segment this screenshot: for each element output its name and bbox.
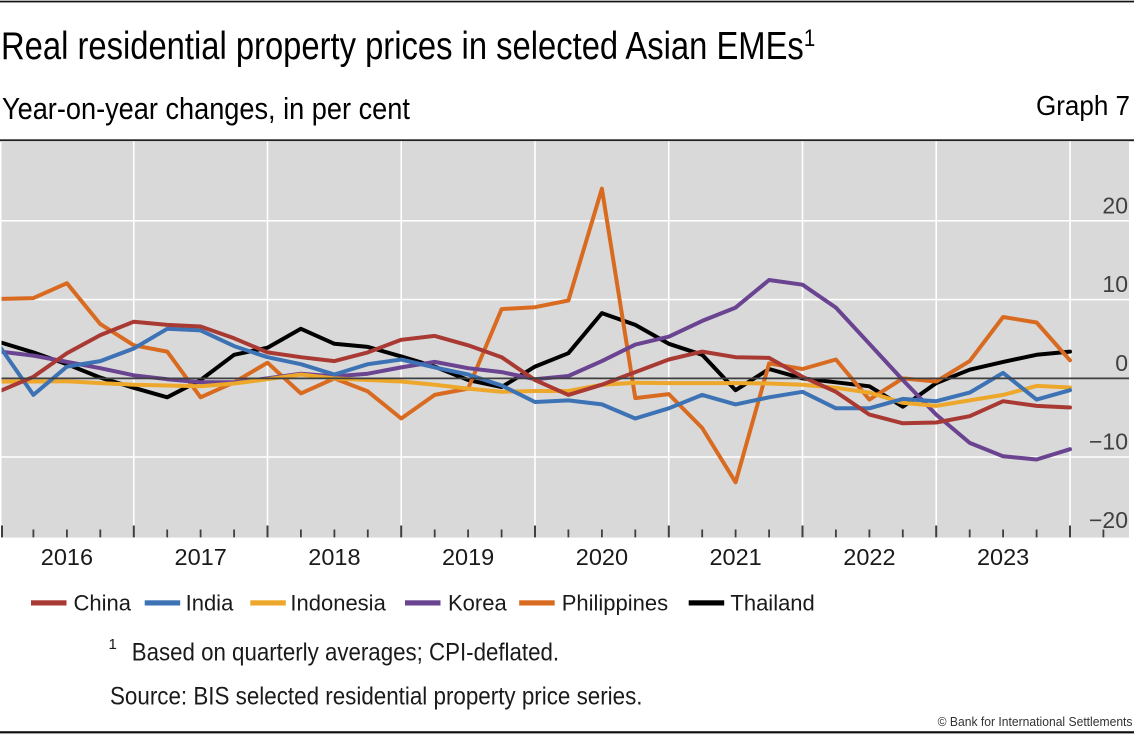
svg-text:Graph 7: Graph 7 (1036, 90, 1130, 121)
svg-text:Real residential property pric: Real residential property prices in sele… (1, 24, 815, 67)
svg-text:2019: 2019 (442, 544, 494, 570)
svg-text:© Bank for International Settl: © Bank for International Settlements (938, 715, 1133, 729)
svg-text:Year-on-year changes, in per c: Year-on-year changes, in per cent (2, 92, 410, 126)
svg-text:20: 20 (1102, 192, 1128, 218)
svg-text:−20: −20 (1089, 507, 1128, 533)
svg-text:Thailand: Thailand (730, 591, 814, 616)
svg-text:Indonesia: Indonesia (290, 591, 386, 616)
svg-text:−10: −10 (1089, 428, 1128, 454)
svg-text:2020: 2020 (576, 544, 628, 570)
svg-text:China: China (74, 591, 132, 616)
svg-text:India: India (186, 591, 234, 616)
svg-text:1: 1 (109, 636, 117, 653)
svg-text:2021: 2021 (709, 544, 761, 570)
svg-text:10: 10 (1102, 271, 1128, 297)
svg-text:Philippines: Philippines (562, 591, 668, 616)
svg-text:2018: 2018 (308, 544, 360, 570)
svg-text:0: 0 (1115, 350, 1128, 376)
svg-text:Korea: Korea (448, 591, 507, 616)
svg-text:2016: 2016 (41, 544, 93, 570)
svg-text:2017: 2017 (175, 544, 227, 570)
svg-text:2023: 2023 (977, 544, 1029, 570)
svg-text:Source: BIS selected residenti: Source: BIS selected residential propert… (110, 683, 642, 710)
svg-text:Based on quarterly averages; C: Based on quarterly averages; CPI-deflate… (132, 639, 559, 666)
svg-text:2022: 2022 (843, 544, 895, 570)
